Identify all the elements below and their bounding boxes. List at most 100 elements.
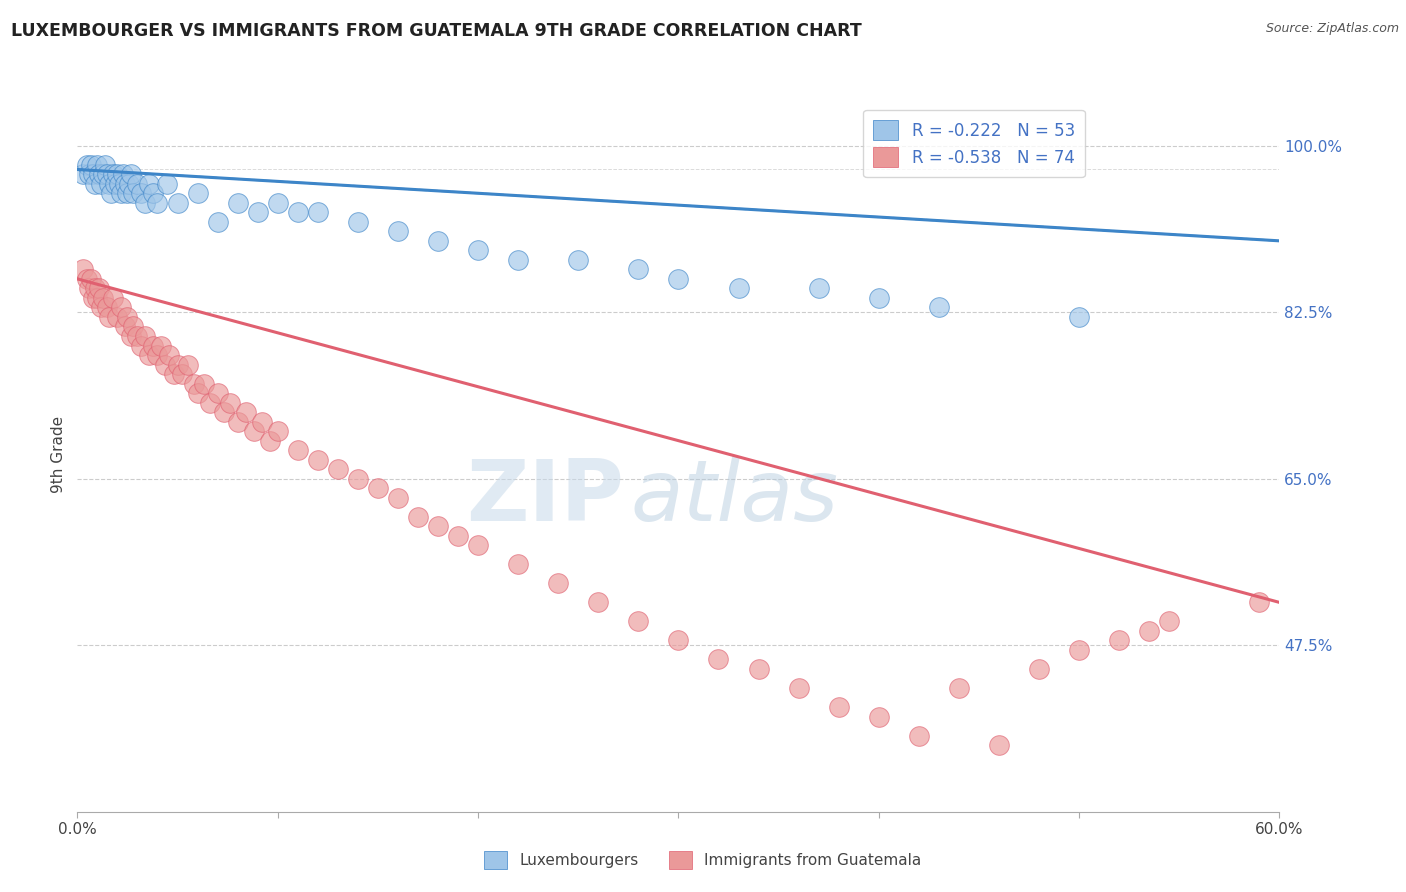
Point <box>627 615 650 629</box>
Point <box>100 186 122 201</box>
Point <box>103 167 125 181</box>
Point <box>427 519 450 533</box>
Point <box>868 291 890 305</box>
Point <box>207 215 229 229</box>
Point <box>1028 662 1050 676</box>
Point <box>668 272 690 286</box>
Point <box>242 424 264 438</box>
Point <box>367 481 389 495</box>
Point <box>267 424 290 438</box>
Point <box>547 576 569 591</box>
Point <box>183 376 205 391</box>
Text: ZIP: ZIP <box>467 456 624 540</box>
Point <box>127 177 149 191</box>
Point <box>110 186 132 201</box>
Point <box>117 310 139 324</box>
Point <box>828 700 851 714</box>
Point <box>307 452 329 467</box>
Point <box>98 310 121 324</box>
Point <box>114 177 136 191</box>
Point <box>707 652 730 666</box>
Point <box>107 167 129 181</box>
Point <box>138 348 160 362</box>
Point <box>868 709 890 723</box>
Point <box>588 595 610 609</box>
Legend: Luxembourgers, Immigrants from Guatemala: Luxembourgers, Immigrants from Guatemala <box>478 845 928 875</box>
Point <box>287 205 309 219</box>
Point <box>508 252 530 267</box>
Point <box>112 167 135 181</box>
Point <box>142 186 165 201</box>
Point <box>427 234 450 248</box>
Point <box>212 405 235 419</box>
Point <box>89 167 111 181</box>
Point <box>567 252 589 267</box>
Point <box>406 509 429 524</box>
Point <box>326 462 349 476</box>
Point <box>988 738 1011 752</box>
Point <box>250 415 273 429</box>
Point <box>1069 643 1091 657</box>
Point <box>93 291 115 305</box>
Point <box>107 310 129 324</box>
Point <box>387 491 409 505</box>
Point <box>908 729 931 743</box>
Point <box>387 224 409 238</box>
Point <box>117 186 139 201</box>
Text: Source: ZipAtlas.com: Source: ZipAtlas.com <box>1265 22 1399 36</box>
Point <box>80 158 103 172</box>
Point <box>170 367 193 381</box>
Point <box>72 167 94 181</box>
Point <box>186 386 209 401</box>
Point <box>90 301 112 315</box>
Point <box>89 281 111 295</box>
Point <box>146 348 169 362</box>
Point <box>134 195 156 210</box>
Point <box>94 158 117 172</box>
Point <box>80 272 103 286</box>
Point <box>226 415 249 429</box>
Point <box>76 272 98 286</box>
Point <box>122 319 145 334</box>
Point <box>127 329 149 343</box>
Point <box>76 158 98 172</box>
Point <box>928 301 950 315</box>
Text: LUXEMBOURGER VS IMMIGRANTS FROM GUATEMALA 9TH GRADE CORRELATION CHART: LUXEMBOURGER VS IMMIGRANTS FROM GUATEMAL… <box>11 22 862 40</box>
Point <box>82 291 104 305</box>
Point <box>155 358 177 372</box>
Point <box>176 358 198 372</box>
Point <box>207 386 229 401</box>
Point <box>114 319 136 334</box>
Point <box>259 434 281 448</box>
Point <box>347 215 370 229</box>
Point <box>108 177 131 191</box>
Point <box>1249 595 1271 609</box>
Point <box>79 281 101 295</box>
Point <box>84 281 107 295</box>
Point <box>467 244 489 258</box>
Point <box>1069 310 1091 324</box>
Point <box>162 367 184 381</box>
Point <box>347 472 370 486</box>
Point <box>90 177 112 191</box>
Point <box>86 158 108 172</box>
Point <box>150 338 173 352</box>
Point <box>96 167 118 181</box>
Point <box>142 338 165 352</box>
Point <box>193 376 215 391</box>
Point <box>1137 624 1160 638</box>
Point <box>131 338 153 352</box>
Point <box>186 186 209 201</box>
Point <box>1108 633 1130 648</box>
Point <box>198 395 221 409</box>
Point <box>138 177 160 191</box>
Point <box>159 348 181 362</box>
Point <box>84 177 107 191</box>
Point <box>748 662 770 676</box>
Point <box>79 167 101 181</box>
Point <box>122 186 145 201</box>
Point <box>146 195 169 210</box>
Point <box>508 558 530 572</box>
Point <box>131 186 153 201</box>
Point <box>96 301 118 315</box>
